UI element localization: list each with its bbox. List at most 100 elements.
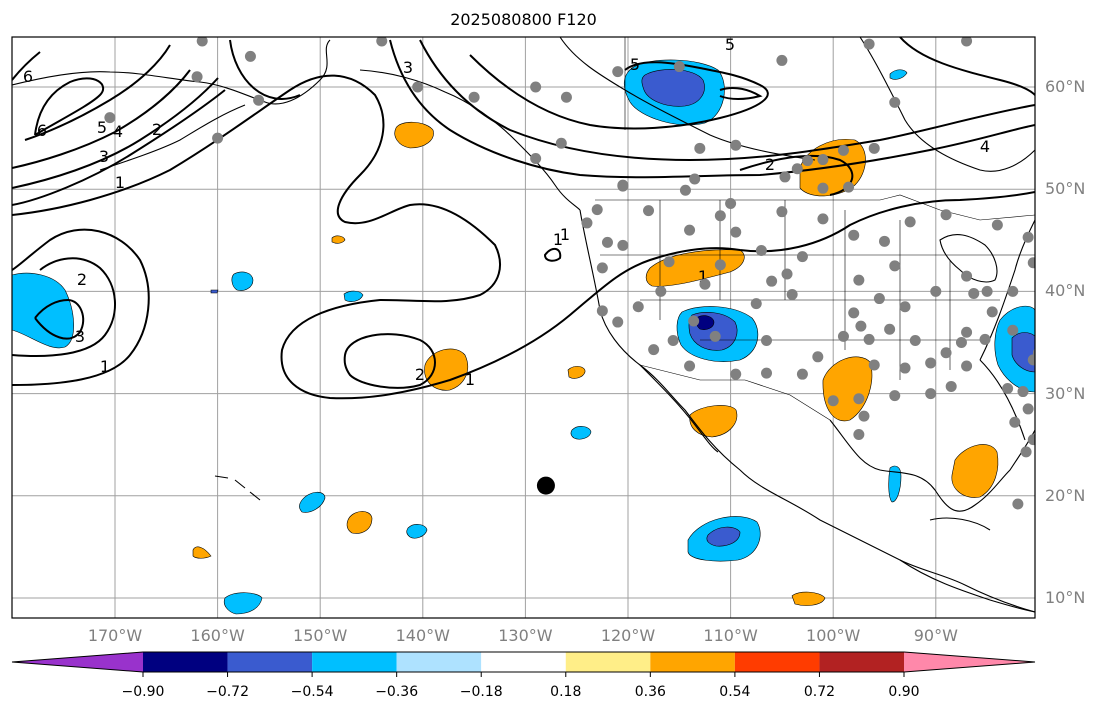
shade-darkblue-east-pacific <box>706 526 741 547</box>
contour-label: 1 <box>553 230 563 249</box>
contour-label: 1 <box>100 357 110 376</box>
black-marker <box>536 476 555 495</box>
shade-orange-12 <box>192 546 212 559</box>
coast-gulf-mexico <box>829 419 1035 512</box>
station-dot <box>673 61 685 73</box>
map-title: 2025080800 F120 <box>450 10 597 29</box>
station-dot <box>699 278 711 290</box>
station-dot <box>412 81 424 93</box>
station-dot <box>196 37 208 47</box>
station-dot <box>848 229 860 241</box>
contour-label: 2 <box>152 120 162 139</box>
lat-label: 60°N <box>1045 77 1086 96</box>
station-dot <box>979 333 991 345</box>
colorbar-segment <box>12 652 143 672</box>
station-dot <box>796 368 808 380</box>
contour-1-west <box>12 228 150 386</box>
lon-label: 110°W <box>703 626 758 645</box>
contour-2-west <box>12 257 117 357</box>
station-dot <box>191 71 203 83</box>
contour-1-pacific-mid <box>12 74 1035 400</box>
station-dot <box>709 330 721 342</box>
station-dot <box>899 362 911 374</box>
lat-label: 20°N <box>1045 485 1086 505</box>
station-dot <box>868 142 880 154</box>
coast-great-lakes <box>939 234 998 283</box>
station-dot <box>817 154 829 166</box>
shade-blue-south-1 <box>223 592 263 615</box>
colorbar-segment <box>396 652 482 672</box>
station-dot <box>1017 386 1029 398</box>
station-dot <box>961 326 973 338</box>
station-dot <box>1009 416 1021 428</box>
colorbar-tick-label: −0.18 <box>459 684 503 700</box>
contour-label: 2 <box>765 155 775 174</box>
station-dot <box>376 37 388 47</box>
station-dot <box>694 142 706 154</box>
lon-label: 100°W <box>806 626 861 645</box>
station-dot <box>796 251 808 263</box>
coast-hudson <box>859 37 1035 172</box>
lon-label: 170°W <box>87 626 143 645</box>
colorbar-segment <box>904 652 1035 672</box>
station-dot <box>909 334 921 346</box>
station-dot <box>889 96 901 108</box>
lon-label: 90°W <box>913 626 958 645</box>
station-dot <box>1084 286 1095 297</box>
contour-2-north <box>12 77 219 189</box>
station-dot <box>766 275 778 287</box>
station-dot <box>1059 306 1070 317</box>
station-dot <box>684 224 696 236</box>
coast-alaska-aleutians <box>12 39 331 105</box>
contour-label: 4 <box>113 122 123 141</box>
station-dot <box>761 367 773 379</box>
station-dot <box>802 155 814 167</box>
station-dot <box>945 380 957 392</box>
station-dot <box>591 204 603 216</box>
contour-small-coast <box>543 247 562 262</box>
contour-label: 4 <box>980 137 990 156</box>
station-dot <box>530 81 542 93</box>
station-dot <box>779 171 791 183</box>
station-dot <box>884 323 896 335</box>
station-dot <box>688 315 700 327</box>
lon-label: 140°W <box>395 626 450 645</box>
contour-5-north <box>34 77 105 136</box>
station-dot <box>725 198 737 210</box>
shade-orange-7 <box>951 444 999 498</box>
station-dot <box>986 306 998 318</box>
station-dot <box>560 91 572 103</box>
contour-label: 5 <box>630 55 640 74</box>
colorbar-segment <box>734 652 820 672</box>
station-dot <box>761 334 773 346</box>
contour-label: 5 <box>725 35 735 54</box>
colorbar-tick-label: −0.54 <box>290 684 334 700</box>
colorbar-segment <box>481 652 566 672</box>
station-dot <box>1020 446 1032 458</box>
station-dot <box>961 360 973 372</box>
colorbar-segment <box>819 652 904 672</box>
lat-label: 10°N <box>1045 588 1086 607</box>
coast-cuba <box>929 517 991 531</box>
shade-blue-gulf-mexico <box>888 465 902 503</box>
colorbar-tick-label: −0.72 <box>206 684 249 700</box>
contour-label: 6 <box>23 67 33 86</box>
contour-label: 1 <box>698 267 708 286</box>
station-dot <box>863 333 875 345</box>
station-dot <box>750 298 762 310</box>
station-dot <box>889 260 901 272</box>
contour-label: 3 <box>75 327 85 346</box>
station-dot <box>679 184 691 196</box>
border-us-mexico <box>639 364 831 421</box>
lat-label: 30°N <box>1045 383 1086 403</box>
station-dot <box>837 144 849 156</box>
lat-label: 40°N <box>1045 281 1086 301</box>
coast-canada-north <box>559 37 816 161</box>
contour-label: 2 <box>77 270 87 289</box>
station-dot <box>776 206 788 218</box>
station-dot <box>930 285 942 297</box>
contour-4-north <box>24 44 171 141</box>
contour-3-north <box>12 69 191 169</box>
contour-4-alaska <box>419 39 1035 162</box>
